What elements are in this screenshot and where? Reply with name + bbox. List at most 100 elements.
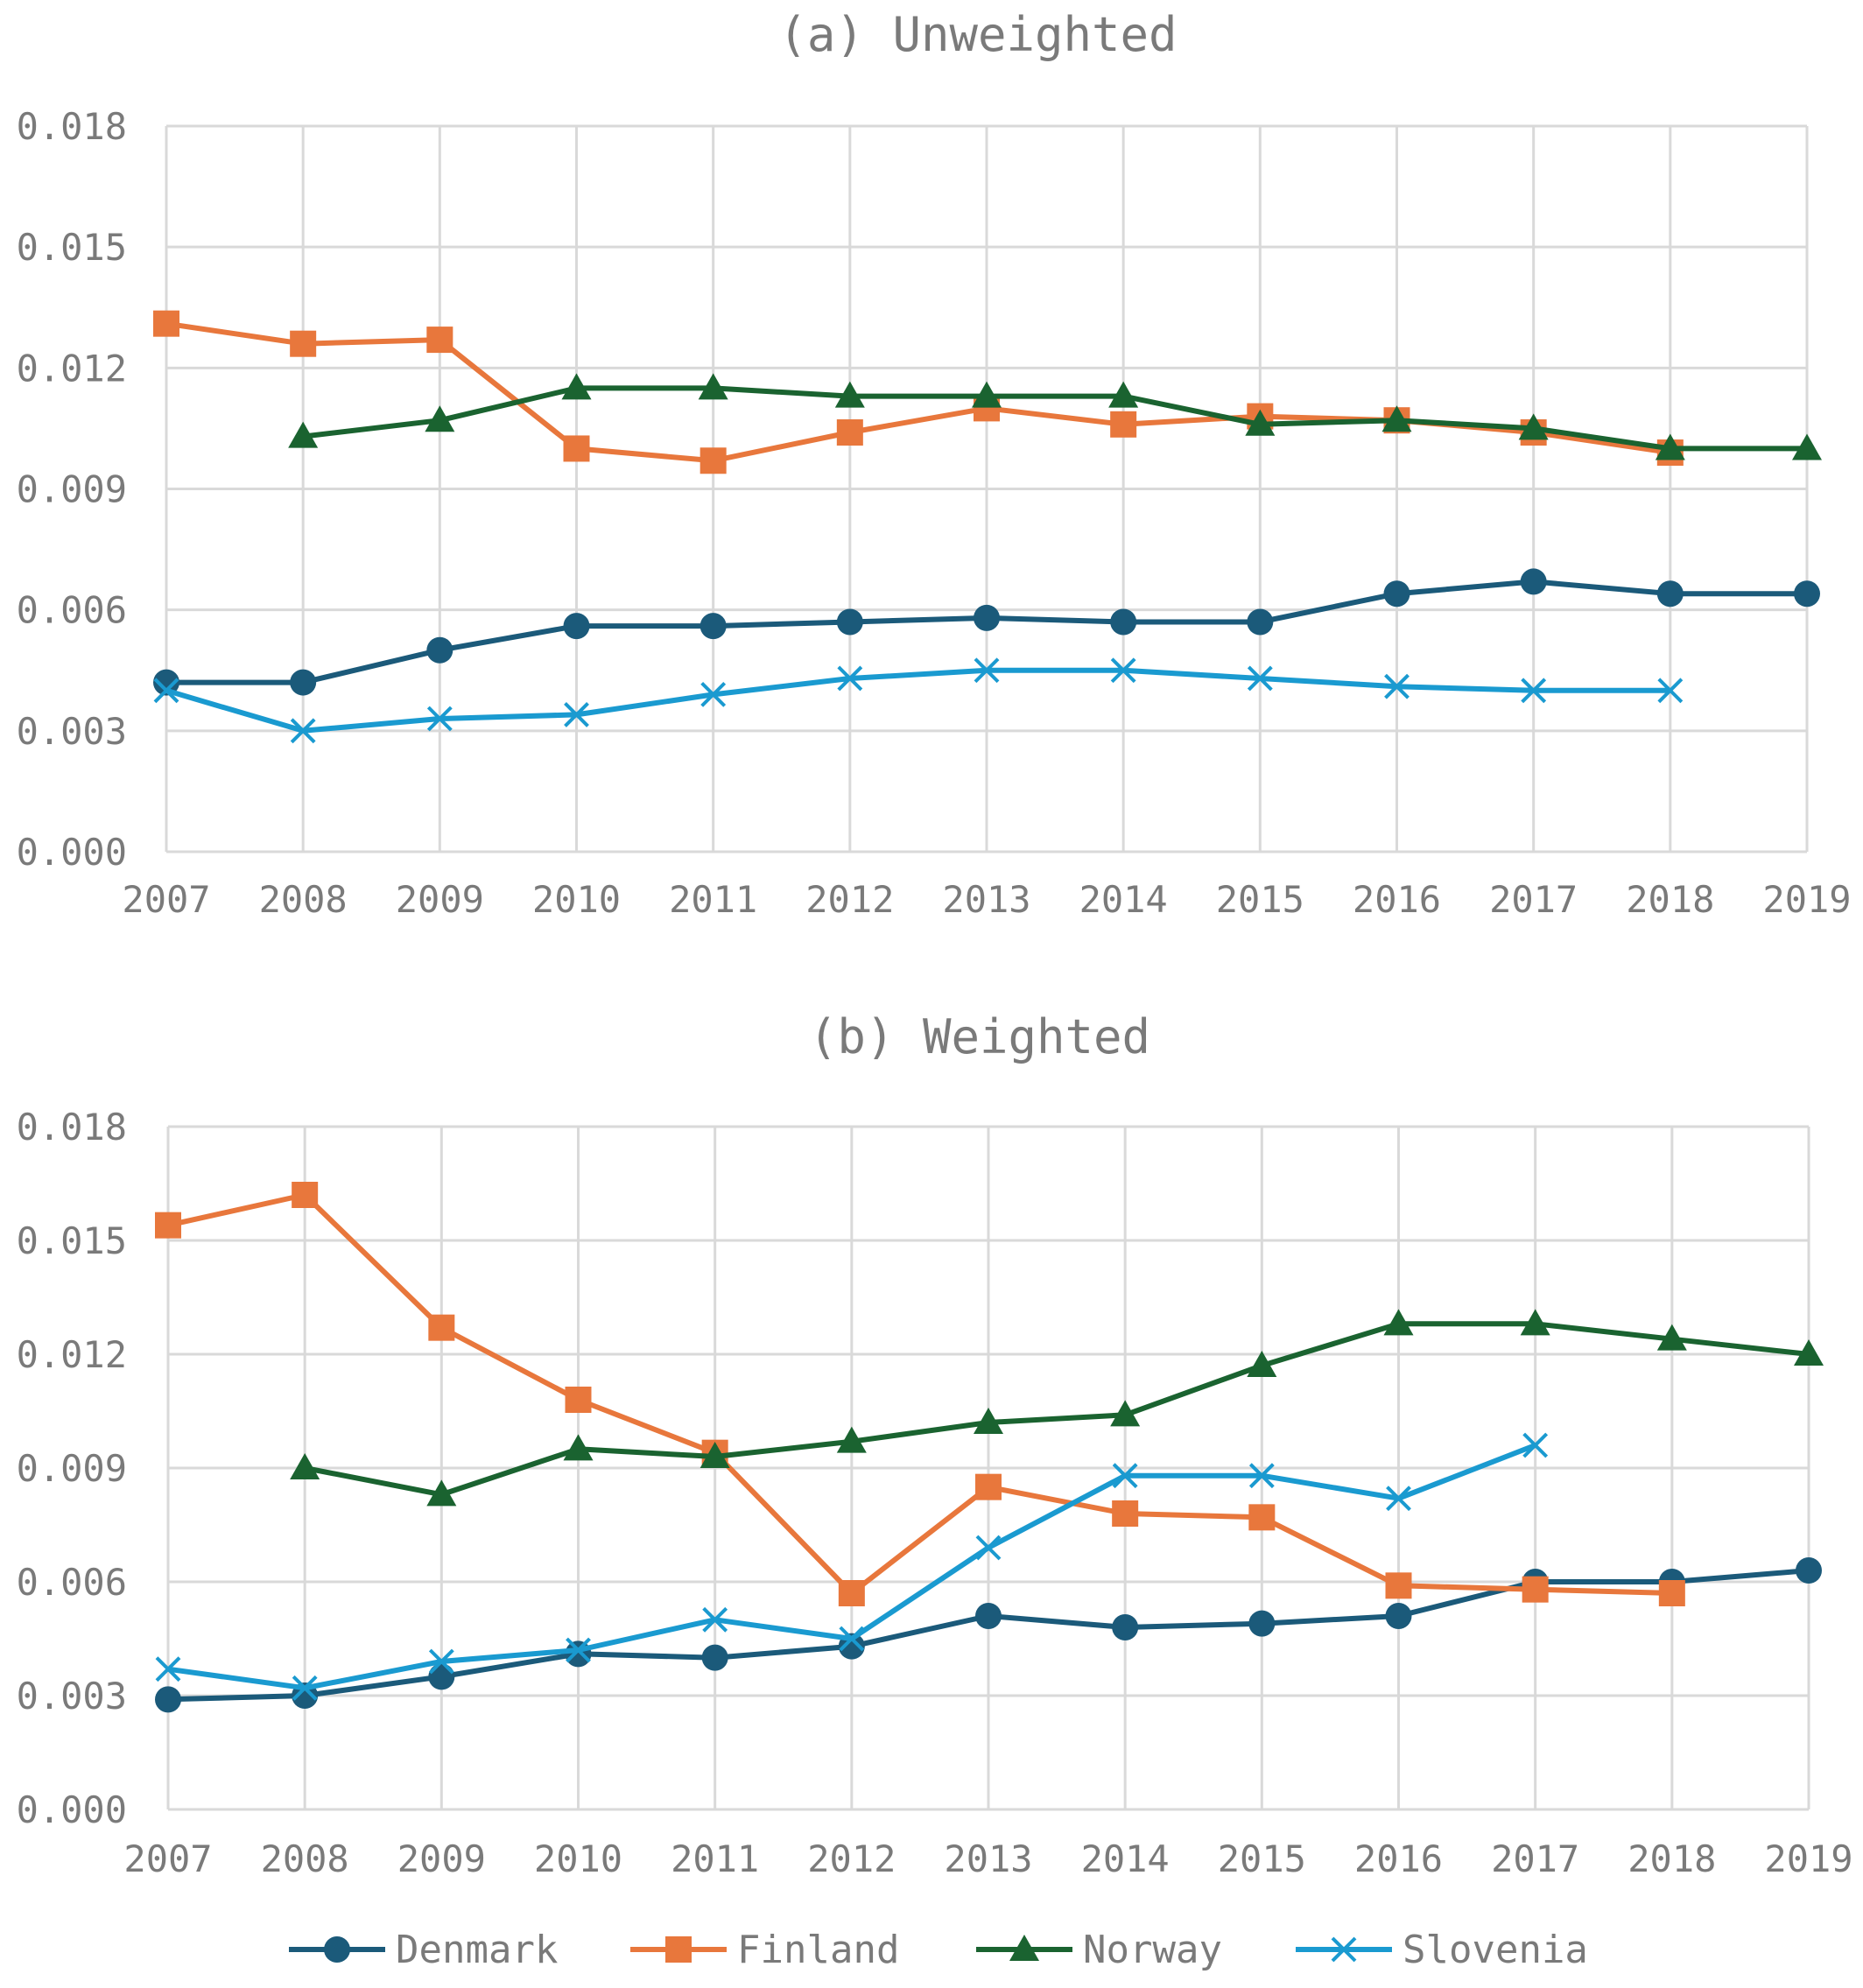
data-point-slovenia xyxy=(700,681,727,707)
y-tick-label: 0.018 xyxy=(17,1106,127,1149)
data-point-finland xyxy=(1248,1504,1276,1531)
series-norway xyxy=(288,373,1822,460)
data-point-denmark xyxy=(700,613,727,640)
x-tick-label: 2019 xyxy=(1762,878,1851,921)
x-tick-label: 2017 xyxy=(1489,878,1578,921)
x-tick-label: 2007 xyxy=(122,878,210,921)
x-tick-label: 2008 xyxy=(259,878,348,921)
y-tick-label: 0.006 xyxy=(17,1561,127,1604)
data-point-finland xyxy=(836,419,863,446)
series-line-norway xyxy=(302,385,1807,452)
x-tick-label: 2009 xyxy=(396,878,484,921)
data-point-norway xyxy=(1245,409,1276,436)
series-finland xyxy=(155,1182,1685,1606)
data-point-finland xyxy=(153,310,179,337)
data-point-slovenia xyxy=(426,706,453,732)
data-point-norway xyxy=(1656,1324,1687,1351)
data-point-norway xyxy=(1108,381,1139,408)
data-point-norway xyxy=(1792,433,1822,460)
data-point-finland xyxy=(563,435,590,462)
x-tick-label: 2015 xyxy=(1218,1837,1306,1880)
data-point-norway xyxy=(425,405,455,432)
data-point-denmark xyxy=(1794,580,1820,608)
data-point-finland xyxy=(155,1212,181,1239)
series-slovenia xyxy=(155,1432,1549,1701)
legend-label: Slovenia xyxy=(1403,1928,1588,1972)
data-point-denmark xyxy=(155,1686,181,1713)
data-point-norway xyxy=(1794,1339,1824,1366)
x-tick-label: 2012 xyxy=(807,1837,896,1880)
data-point-norway xyxy=(836,1426,867,1453)
data-point-denmark xyxy=(1110,608,1137,636)
legend-entry-finland: Finland xyxy=(630,1928,899,1972)
data-point-norway xyxy=(563,1434,594,1461)
data-point-norway xyxy=(426,1479,457,1507)
data-point-slovenia xyxy=(1247,665,1273,692)
series-slovenia xyxy=(153,657,1684,744)
legend-label: Denmark xyxy=(396,1928,558,1972)
data-point-finland xyxy=(975,1473,1002,1500)
y-tick-label: 0.003 xyxy=(17,1675,127,1718)
panel-unweighted: (a) Unweighted 0.000 0.003 0.006 0.009 0.012 0… xyxy=(17,7,1852,921)
data-point-slovenia xyxy=(975,1535,1002,1561)
data-point-norway xyxy=(1247,1351,1277,1377)
x-tick-label: 2018 xyxy=(1627,1837,1716,1880)
data-point-denmark xyxy=(1383,580,1410,608)
data-point-norway xyxy=(1518,413,1549,440)
x-tick-label: 2010 xyxy=(534,1837,622,1880)
x-tick-label: 2011 xyxy=(669,878,757,921)
data-point-finland xyxy=(426,327,453,354)
data-point-slovenia xyxy=(564,701,589,727)
x-tick-label: 2012 xyxy=(805,878,894,921)
data-point-finland xyxy=(838,1580,865,1606)
data-point-slovenia xyxy=(1657,678,1684,704)
data-point-denmark xyxy=(428,1663,455,1690)
data-point-denmark xyxy=(836,608,863,636)
data-point-denmark xyxy=(1656,580,1684,608)
data-point-norway xyxy=(290,1453,320,1479)
data-point-denmark xyxy=(1112,1614,1139,1640)
data-point-finland xyxy=(1522,1576,1549,1603)
data-point-finland xyxy=(292,1182,319,1208)
data-point-finland xyxy=(1385,1572,1412,1599)
data-point-finland xyxy=(565,1387,592,1413)
x-tick-label: 2015 xyxy=(1216,878,1304,921)
y-tick-label: 0.015 xyxy=(17,1219,127,1262)
data-point-slovenia xyxy=(292,1675,318,1701)
legend-entry-slovenia: Slovenia xyxy=(1296,1928,1588,1972)
series-line-norway xyxy=(304,1321,1810,1498)
data-point-norway xyxy=(561,373,592,400)
series-norway xyxy=(290,1309,1824,1507)
y-tick-label: 0.009 xyxy=(17,468,127,511)
data-point-norway xyxy=(1655,433,1685,460)
legend-marker-norway xyxy=(1009,1935,1039,1961)
data-point-denmark xyxy=(975,1603,1002,1629)
x-tick-label: 2013 xyxy=(942,878,1030,921)
data-point-norway xyxy=(972,381,1002,408)
data-point-slovenia xyxy=(1384,673,1410,699)
panel-weighted: (b) Weighted 0.000 0.003 0.006 0.009 0.012 0.0… xyxy=(17,1009,1853,1880)
data-point-denmark xyxy=(563,613,590,640)
y-tick-label: 0.006 xyxy=(17,589,127,632)
data-point-finland xyxy=(1658,1580,1685,1606)
x-tick-label: 2016 xyxy=(1354,1837,1443,1880)
data-point-slovenia xyxy=(839,1626,865,1652)
data-point-norway xyxy=(288,421,319,448)
y-tick-label: 0.000 xyxy=(17,831,127,874)
legend-marker-finland xyxy=(665,1936,692,1963)
data-point-norway xyxy=(834,381,865,408)
data-point-slovenia xyxy=(428,1648,454,1675)
y-tick-label: 0.000 xyxy=(17,1788,127,1831)
x-tick-label: 2008 xyxy=(261,1837,349,1880)
x-tick-label: 2013 xyxy=(944,1837,1032,1880)
data-point-finland xyxy=(1112,1500,1139,1527)
data-point-norway xyxy=(700,1442,730,1468)
y-tick-label: 0.018 xyxy=(17,105,127,148)
series-line-slovenia xyxy=(165,667,1670,734)
data-point-slovenia xyxy=(1386,1486,1411,1512)
chart-title: (a) Unweighted xyxy=(778,7,1177,62)
x-tick-label: 2009 xyxy=(397,1837,486,1880)
data-point-slovenia xyxy=(1522,1432,1549,1458)
data-point-finland xyxy=(290,330,317,357)
